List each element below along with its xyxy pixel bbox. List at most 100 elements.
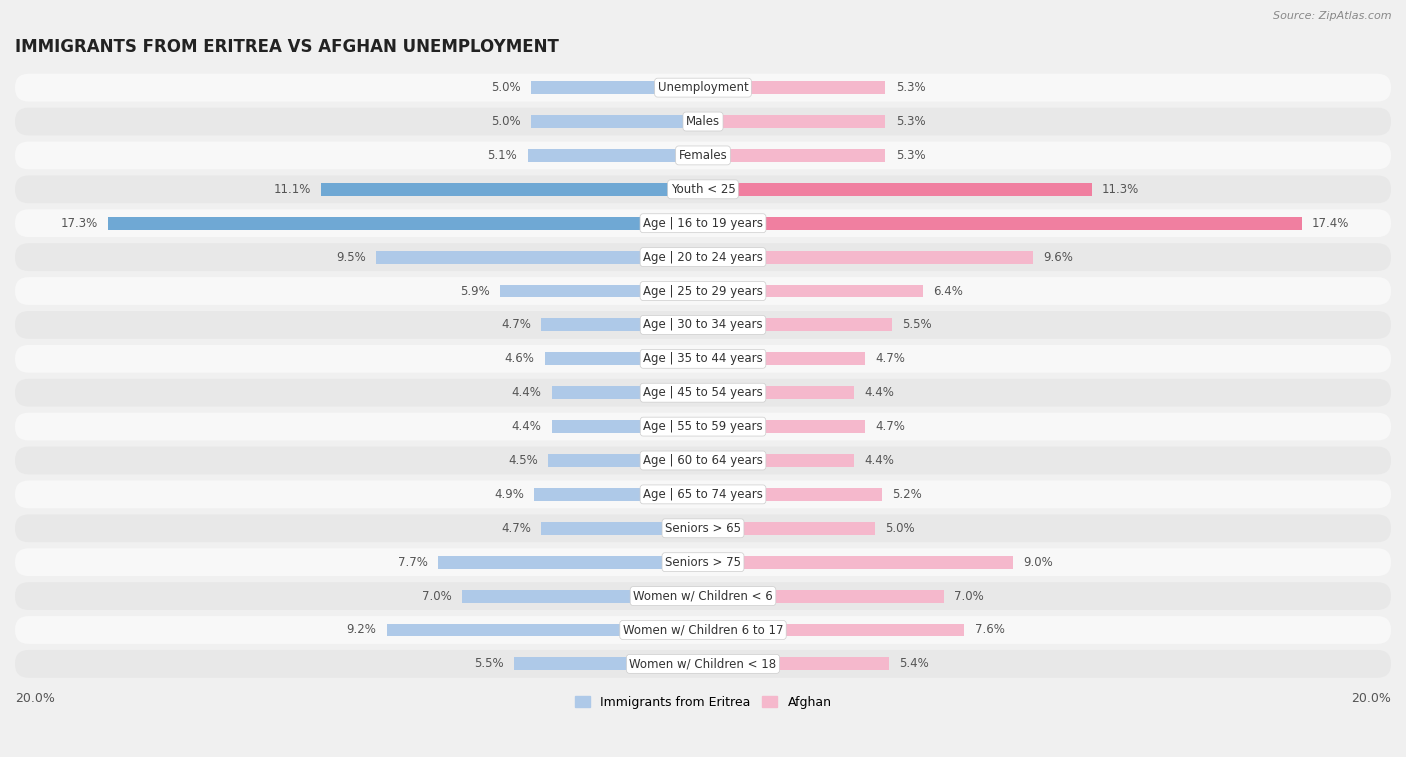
Text: 4.4%: 4.4% <box>865 454 894 467</box>
FancyBboxPatch shape <box>15 616 1391 644</box>
FancyBboxPatch shape <box>15 142 1391 170</box>
Bar <box>551 420 703 433</box>
Text: 7.0%: 7.0% <box>955 590 984 603</box>
Bar <box>703 386 855 399</box>
Text: 5.0%: 5.0% <box>886 522 915 534</box>
Text: 5.4%: 5.4% <box>898 657 929 671</box>
Text: 5.3%: 5.3% <box>896 149 925 162</box>
Bar <box>439 556 703 569</box>
Text: 4.7%: 4.7% <box>501 319 531 332</box>
Text: 4.4%: 4.4% <box>865 386 894 399</box>
Text: 7.0%: 7.0% <box>422 590 451 603</box>
Text: 11.3%: 11.3% <box>1102 183 1139 196</box>
Text: 4.4%: 4.4% <box>512 420 541 433</box>
FancyBboxPatch shape <box>15 243 1391 271</box>
Text: 5.2%: 5.2% <box>893 488 922 501</box>
Text: 17.3%: 17.3% <box>60 217 97 229</box>
Text: 4.5%: 4.5% <box>508 454 538 467</box>
Bar <box>108 217 703 229</box>
Text: 9.5%: 9.5% <box>336 251 366 263</box>
Bar <box>534 488 703 501</box>
Text: Age | 20 to 24 years: Age | 20 to 24 years <box>643 251 763 263</box>
Text: 11.1%: 11.1% <box>273 183 311 196</box>
Text: Age | 25 to 29 years: Age | 25 to 29 years <box>643 285 763 298</box>
Text: Women w/ Children < 6: Women w/ Children < 6 <box>633 590 773 603</box>
FancyBboxPatch shape <box>15 481 1391 508</box>
FancyBboxPatch shape <box>15 447 1391 475</box>
Bar <box>501 285 703 298</box>
Text: 20.0%: 20.0% <box>15 692 55 705</box>
Legend: Immigrants from Eritrea, Afghan: Immigrants from Eritrea, Afghan <box>569 691 837 714</box>
Text: 4.7%: 4.7% <box>501 522 531 534</box>
Text: 4.9%: 4.9% <box>495 488 524 501</box>
Bar <box>548 454 703 467</box>
Bar <box>541 522 703 534</box>
Bar <box>463 590 703 603</box>
FancyBboxPatch shape <box>15 277 1391 305</box>
Text: 5.5%: 5.5% <box>474 657 503 671</box>
Text: 4.6%: 4.6% <box>505 352 534 366</box>
FancyBboxPatch shape <box>15 210 1391 237</box>
Text: Age | 55 to 59 years: Age | 55 to 59 years <box>643 420 763 433</box>
Text: 5.3%: 5.3% <box>896 115 925 128</box>
Bar <box>544 352 703 365</box>
Text: 20.0%: 20.0% <box>1351 692 1391 705</box>
Bar <box>703 149 886 162</box>
Text: Seniors > 75: Seniors > 75 <box>665 556 741 569</box>
Text: 5.0%: 5.0% <box>491 115 520 128</box>
Text: 9.2%: 9.2% <box>346 624 377 637</box>
Text: 17.4%: 17.4% <box>1312 217 1350 229</box>
FancyBboxPatch shape <box>15 548 1391 576</box>
FancyBboxPatch shape <box>15 311 1391 339</box>
FancyBboxPatch shape <box>15 107 1391 136</box>
Text: 5.9%: 5.9% <box>460 285 489 298</box>
Text: 9.6%: 9.6% <box>1043 251 1073 263</box>
Text: Unemployment: Unemployment <box>658 81 748 94</box>
Bar <box>703 420 865 433</box>
Bar <box>527 149 703 162</box>
Text: 5.1%: 5.1% <box>488 149 517 162</box>
Text: Seniors > 65: Seniors > 65 <box>665 522 741 534</box>
Text: Women w/ Children 6 to 17: Women w/ Children 6 to 17 <box>623 624 783 637</box>
Bar <box>377 251 703 263</box>
Text: Age | 65 to 74 years: Age | 65 to 74 years <box>643 488 763 501</box>
Bar <box>703 556 1012 569</box>
FancyBboxPatch shape <box>15 582 1391 610</box>
Text: 5.0%: 5.0% <box>491 81 520 94</box>
Bar <box>703 183 1091 196</box>
Bar <box>703 251 1033 263</box>
Text: 4.7%: 4.7% <box>875 352 905 366</box>
FancyBboxPatch shape <box>15 73 1391 101</box>
Text: Age | 16 to 19 years: Age | 16 to 19 years <box>643 217 763 229</box>
Bar <box>703 319 893 332</box>
Text: Age | 60 to 64 years: Age | 60 to 64 years <box>643 454 763 467</box>
Bar <box>387 624 703 637</box>
FancyBboxPatch shape <box>15 176 1391 203</box>
Bar <box>703 488 882 501</box>
Bar <box>513 657 703 670</box>
Text: Age | 30 to 34 years: Age | 30 to 34 years <box>643 319 763 332</box>
Bar <box>703 522 875 534</box>
Bar <box>703 624 965 637</box>
Bar <box>703 657 889 670</box>
Bar <box>541 319 703 332</box>
Text: 7.7%: 7.7% <box>398 556 427 569</box>
Bar <box>531 81 703 94</box>
Text: 4.7%: 4.7% <box>875 420 905 433</box>
Text: Age | 35 to 44 years: Age | 35 to 44 years <box>643 352 763 366</box>
Text: 4.4%: 4.4% <box>512 386 541 399</box>
Bar <box>321 183 703 196</box>
FancyBboxPatch shape <box>15 345 1391 372</box>
Text: 5.3%: 5.3% <box>896 81 925 94</box>
Bar <box>703 81 886 94</box>
Bar <box>703 115 886 128</box>
Bar <box>703 217 1302 229</box>
Text: Women w/ Children < 18: Women w/ Children < 18 <box>630 657 776 671</box>
Bar <box>531 115 703 128</box>
Bar <box>703 590 943 603</box>
Text: Age | 45 to 54 years: Age | 45 to 54 years <box>643 386 763 399</box>
Text: Source: ZipAtlas.com: Source: ZipAtlas.com <box>1274 11 1392 21</box>
Text: 5.5%: 5.5% <box>903 319 932 332</box>
Text: Males: Males <box>686 115 720 128</box>
Bar <box>703 454 855 467</box>
